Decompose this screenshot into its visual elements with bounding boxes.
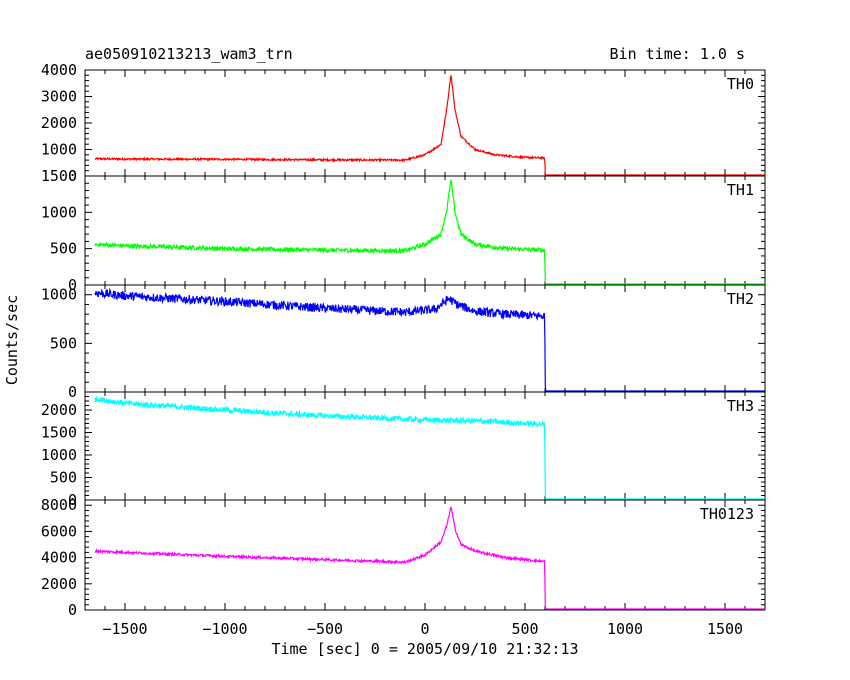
y-tick-label: 500	[50, 469, 77, 487]
figure-title: ae050910213213_wam3_trn	[85, 45, 293, 63]
panel-frame	[84, 175, 766, 286]
panel-th1: 0 500 1000 1500 TH1	[41, 167, 766, 294]
y-tick-label: 0	[68, 167, 77, 185]
x-tick-label: 1000	[607, 620, 643, 638]
bin-time-label: Bin time: 1.0 s	[610, 45, 745, 63]
x-tick-label: 500	[511, 620, 538, 638]
y-tick-label: 4000	[41, 61, 77, 79]
y-tick-label: 1000	[41, 141, 77, 159]
y-tick-label: 2000	[41, 401, 77, 419]
y-tick-label: 500	[50, 240, 77, 258]
y-tick-label: 0	[68, 601, 77, 619]
series-line-th3	[94, 396, 765, 500]
panel-label: TH2	[727, 290, 754, 308]
panel-th3: 0 500 1000 1500 2000 TH3	[41, 391, 766, 509]
y-tick-label: 3000	[41, 88, 77, 106]
y-tick-label: 1000	[41, 203, 77, 221]
x-tick-label: 1500	[707, 620, 743, 638]
y-tick-label: 0	[68, 491, 77, 509]
panel-label: TH0	[727, 75, 754, 93]
y-tick-label: 0	[68, 383, 77, 401]
x-axis-label: Time [sec] 0 = 2005/09/10 21:32:13	[271, 640, 578, 658]
panel-th0123: 0 2000 4000 6000 8000 TH0123	[41, 496, 766, 619]
y-tick-label: 0	[68, 276, 77, 294]
panel-label: TH1	[727, 181, 754, 199]
y-tick-label: 2000	[41, 114, 77, 132]
x-tick-label: −1000	[202, 620, 247, 638]
series-line-th1	[94, 179, 765, 285]
series-line-th0123	[94, 506, 765, 610]
y-tick-label: 1500	[41, 424, 77, 442]
y-tick-label: 1000	[41, 286, 77, 304]
y-tick-label: 1500	[41, 167, 77, 185]
y-tick-label: 1000	[41, 446, 77, 464]
panels-group: 01000200030004000TH0050010001500TH105001…	[41, 61, 766, 638]
x-tick-label: 0	[420, 620, 429, 638]
y-tick-label: 2000	[41, 575, 77, 593]
x-tick-label: −500	[307, 620, 343, 638]
series-line-th2	[94, 287, 765, 392]
panel-frame	[84, 391, 766, 501]
y-tick-label: 6000	[41, 522, 77, 540]
series-line-th0	[94, 75, 765, 176]
panel-label: TH0123	[700, 505, 754, 523]
y-tick-label: 500	[50, 334, 77, 352]
y-axis-label: Counts/sec	[3, 295, 21, 385]
panel-label: TH3	[727, 397, 754, 415]
y-tick-label: 4000	[41, 549, 77, 567]
x-tick-label: −1500	[102, 620, 147, 638]
panel-th2: 0 500 1000 TH2	[41, 284, 766, 401]
y-tick-label: 8000	[41, 496, 77, 514]
panel-th0: 0 1000 2000 3000 4000 TH0	[41, 61, 766, 185]
